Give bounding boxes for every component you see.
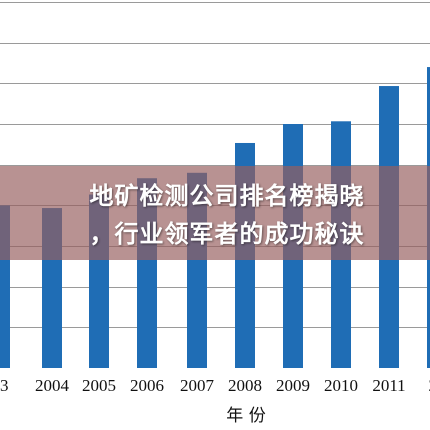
x-tick-label-2011: 2011 bbox=[372, 376, 405, 395]
x-tick-label-2005: 2005 bbox=[82, 376, 116, 395]
x-tick-labels: 03 2004 2005 2006 2007 2008 2009 2010 2011 20 bbox=[0, 376, 430, 395]
headline-line-1: 地矿检测公司排名榜揭晓 bbox=[89, 182, 365, 210]
x-tick-label-2009: 2009 bbox=[276, 376, 310, 395]
x-tick-label-2008: 2008 bbox=[228, 376, 262, 395]
x-tick-label-2003: 03 bbox=[0, 376, 9, 395]
x-tick-label-2006: 2006 bbox=[130, 376, 164, 395]
x-axis-title: 年 份 bbox=[226, 406, 265, 426]
headline-banner bbox=[0, 166, 430, 260]
x-tick-label-2012: 20 bbox=[429, 376, 430, 395]
gridlines bbox=[0, 2, 430, 328]
x-tick-label-2004: 2004 bbox=[35, 376, 70, 395]
bar-2003 bbox=[0, 205, 10, 368]
x-tick-label-2010: 2010 bbox=[324, 376, 358, 395]
headline-line-2: ，行业领军者的成功秘诀 bbox=[89, 220, 365, 248]
x-tick-label-2007: 2007 bbox=[180, 376, 215, 395]
